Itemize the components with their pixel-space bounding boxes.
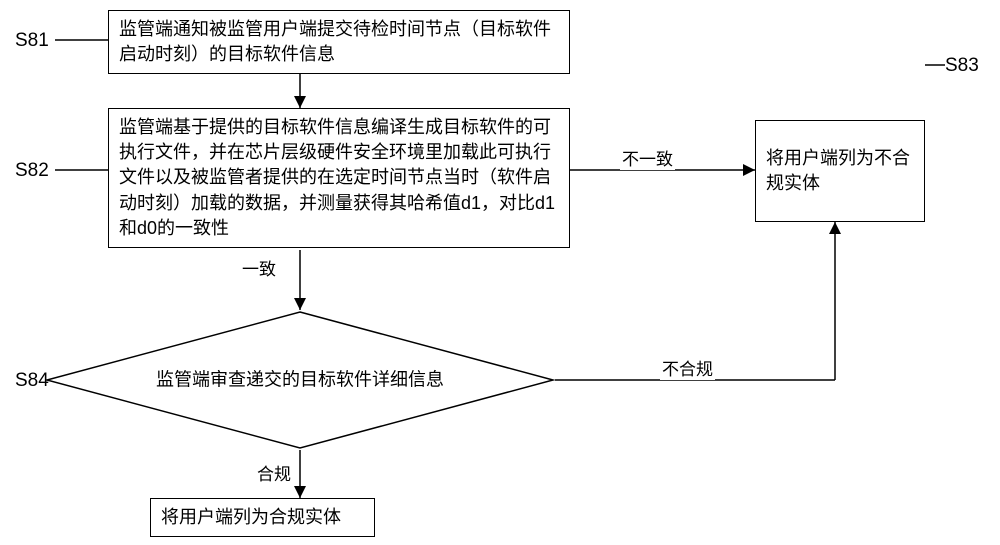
box-s81-text: 监管端通知被监管用户端提交待检时间节点（目标软件启动时刻）的目标软件信息 <box>119 19 551 64</box>
edge-s84-s83: 不合规 <box>660 355 715 380</box>
edge-s84-ok: 合规 <box>255 460 293 485</box>
box-s82: 监管端基于提供的目标软件信息编译生成目标软件的可执行文件，并在芯片层级硬件安全环… <box>108 108 570 248</box>
box-s83-text: 将用户端列为不合规实体 <box>766 146 914 196</box>
diamond-s84-text: 监管端审查递交的目标软件详细信息 <box>45 367 555 392</box>
edge-s82-s84: 一致 <box>240 255 278 280</box>
diamond-s84: 监管端审查递交的目标软件详细信息 <box>45 310 555 450</box>
box-s81: 监管端通知被监管用户端提交待检时间节点（目标软件启动时刻）的目标软件信息 <box>108 10 570 74</box>
label-s84: S84 <box>15 370 49 392</box>
label-s82: S82 <box>15 160 49 182</box>
edge-s82-s83: 不一致 <box>620 145 675 170</box>
box-result-ok: 将用户端列为合规实体 <box>150 498 375 537</box>
label-s83: S83 <box>945 55 979 77</box>
label-s81: S81 <box>15 30 49 52</box>
connectors <box>0 0 1000 545</box>
box-result-ok-text: 将用户端列为合规实体 <box>161 507 341 527</box>
box-s83: 将用户端列为不合规实体 <box>755 120 925 222</box>
box-s82-text: 监管端基于提供的目标软件信息编译生成目标软件的可执行文件，并在芯片层级硬件安全环… <box>119 117 555 238</box>
